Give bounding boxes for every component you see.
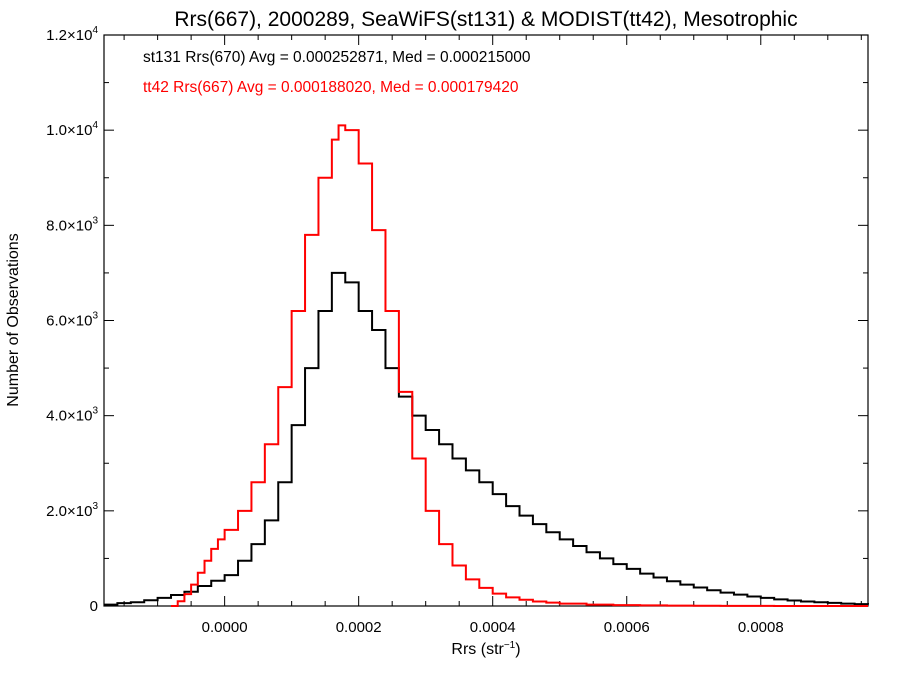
legend-label-black: st131 Rrs(670) Avg = 0.000252871, Med = … — [143, 49, 531, 66]
legend-label-red: tt42 Rrs(667) Avg = 0.000188020, Med = 0… — [143, 79, 519, 96]
y-axis-label: Number of Observations — [5, 233, 22, 406]
x-tick-label: 0.0004 — [470, 619, 516, 636]
x-axis-ticks: 0.0000 0.0002 0.0004 0.0006 0.0008 — [123, 35, 862, 636]
series-group — [104, 124, 869, 607]
y-tick-label: 1.2×104 — [46, 25, 98, 44]
y-tick-label: 0 — [90, 598, 98, 615]
y-axis-ticks: 0 2.0×103 4.0×103 6.0×103 8.0×103 1.0×104 1.2×… — [46, 25, 868, 615]
y-tick-label: 6.0×103 — [46, 311, 98, 330]
series-st131-line — [104, 271, 869, 606]
chart-title: Rrs(667), 2000289, SeaWiFS(st131) & MODI… — [174, 8, 797, 31]
x-tick-label: 0.0006 — [604, 619, 650, 636]
y-tick-label: 2.0×103 — [46, 501, 98, 520]
series-tt42-line — [171, 124, 868, 607]
x-tick-label: 0.0008 — [738, 619, 784, 636]
x-axis-label: Rrs (str−1) — [451, 640, 520, 658]
y-tick-label: 8.0×103 — [46, 215, 98, 234]
y-tick-label: 1.0×104 — [46, 120, 98, 139]
plot-frame — [103, 34, 869, 607]
x-tick-label: 0.0002 — [336, 619, 382, 636]
y-tick-label: 4.0×103 — [46, 406, 98, 425]
x-tick-label: 0.0000 — [202, 619, 248, 636]
